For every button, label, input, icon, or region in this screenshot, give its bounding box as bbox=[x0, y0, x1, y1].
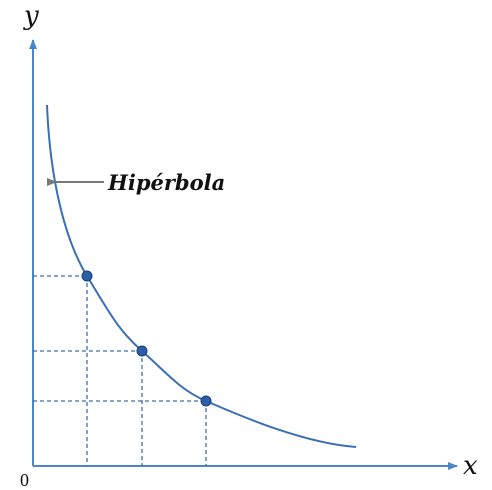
point bbox=[81, 270, 93, 282]
point bbox=[136, 345, 148, 357]
guides bbox=[33, 275, 207, 466]
y-axis-label: y bbox=[23, 1, 39, 31]
origin-label: 0 bbox=[20, 470, 29, 490]
point bbox=[200, 395, 212, 407]
curve-label: Hipérbola bbox=[107, 170, 225, 195]
x-axis-label: x bbox=[463, 451, 478, 481]
points bbox=[81, 270, 212, 407]
